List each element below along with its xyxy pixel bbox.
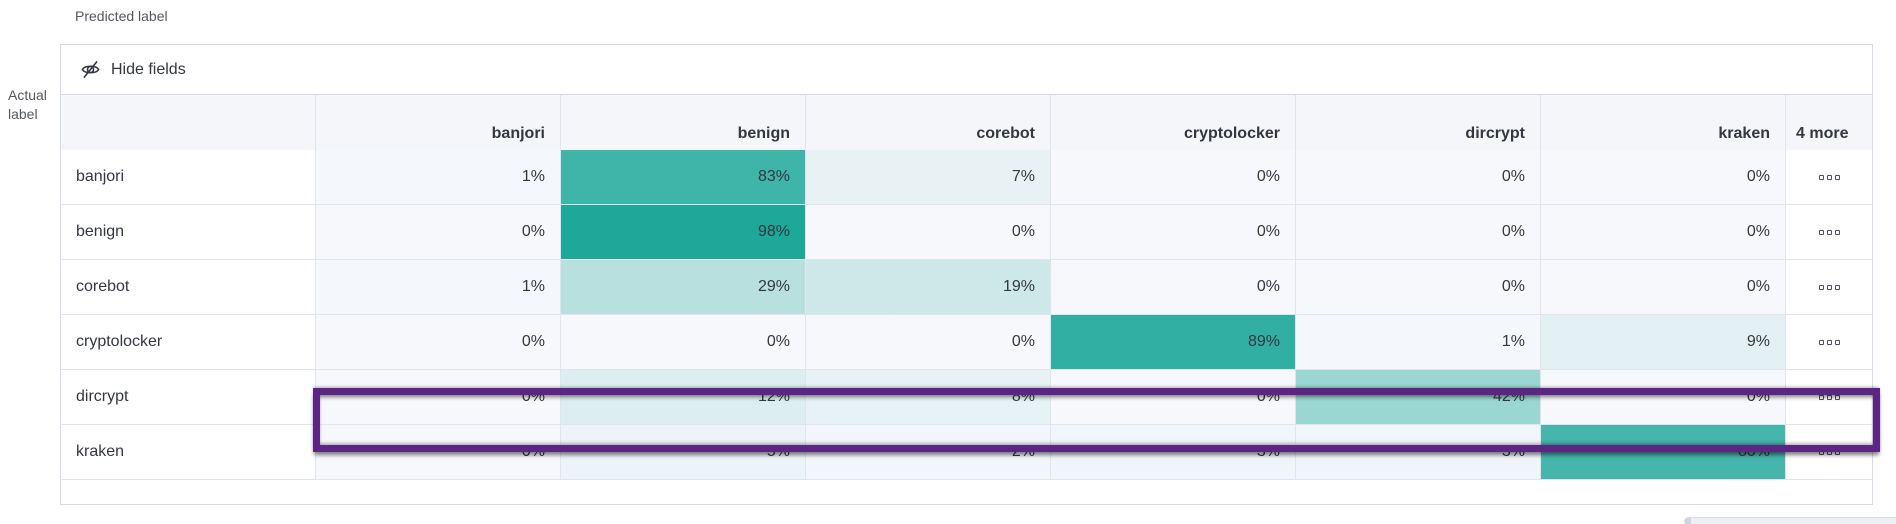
cell-dircrypt-kraken[interactable]: 0% [1541, 370, 1786, 425]
cell-kraken-benign[interactable]: 5% [561, 425, 806, 480]
cell-kraken-kraken[interactable]: 80% [1541, 425, 1786, 480]
eye-closed-icon [81, 61, 100, 78]
row-actions-button-corebot[interactable] [1786, 260, 1872, 315]
boxes-horizontal-icon [1818, 229, 1840, 235]
cell-banjori-corebot[interactable]: 7% [806, 150, 1051, 205]
cell-benign-cryptolocker[interactable]: 0% [1051, 205, 1296, 260]
cell-dircrypt-dircrypt[interactable]: 42% [1296, 370, 1541, 425]
row-actions-button-kraken[interactable] [1786, 425, 1872, 480]
cell-banjori-kraken[interactable]: 0% [1541, 150, 1786, 205]
row-label-banjori[interactable]: banjori [61, 150, 316, 205]
hide-fields-button[interactable]: Hide fields [61, 45, 1872, 95]
cell-corebot-corebot[interactable]: 19% [806, 260, 1051, 315]
cell-benign-dircrypt[interactable]: 0% [1296, 205, 1541, 260]
cell-banjori-cryptolocker[interactable]: 0% [1051, 150, 1296, 205]
cell-dircrypt-banjori[interactable]: 0% [316, 370, 561, 425]
cell-corebot-benign[interactable]: 29% [561, 260, 806, 315]
row-actions-button-cryptolocker[interactable] [1786, 315, 1872, 370]
cell-corebot-dircrypt[interactable]: 0% [1296, 260, 1541, 315]
cell-banjori-banjori[interactable]: 1% [316, 150, 561, 205]
row-actions-button-dircrypt[interactable] [1786, 370, 1872, 425]
row-label-corebot[interactable]: corebot [61, 260, 316, 315]
cell-benign-corebot[interactable]: 0% [806, 205, 1051, 260]
cell-banjori-benign[interactable]: 83% [561, 150, 806, 205]
boxes-horizontal-icon [1818, 284, 1840, 290]
row-label-kraken[interactable]: kraken [61, 425, 316, 480]
row-label-benign[interactable]: benign [61, 205, 316, 260]
row-label-dircrypt[interactable]: dircrypt [61, 370, 316, 425]
cell-kraken-dircrypt[interactable]: 3% [1296, 425, 1541, 480]
cell-benign-benign[interactable]: 98% [561, 205, 806, 260]
cell-corebot-banjori[interactable]: 1% [316, 260, 561, 315]
cell-kraken-corebot[interactable]: 2% [806, 425, 1051, 480]
cell-cryptolocker-benign[interactable]: 0% [561, 315, 806, 370]
cell-kraken-banjori[interactable]: 0% [316, 425, 561, 480]
hide-fields-label: Hide fields [111, 60, 186, 78]
cell-dircrypt-benign[interactable]: 12% [561, 370, 806, 425]
boxes-horizontal-icon [1818, 339, 1840, 345]
cell-corebot-cryptolocker[interactable]: 0% [1051, 260, 1296, 315]
confusion-matrix-panel: Hide fields banjori benign corebot cryptolo… [60, 44, 1873, 505]
cell-dircrypt-corebot[interactable]: 8% [806, 370, 1051, 425]
cell-benign-banjori[interactable]: 0% [316, 205, 561, 260]
boxes-horizontal-icon [1818, 174, 1840, 180]
predicted-label-axis-title: Predicted label [75, 8, 168, 24]
row-actions-button-benign[interactable] [1786, 205, 1872, 260]
actual-label-axis-title: Actual label [8, 87, 47, 122]
cell-cryptolocker-banjori[interactable]: 0% [316, 315, 561, 370]
confusion-matrix-grid: banjori benign corebot cryptolocker dircrypt… [61, 95, 1872, 480]
cell-dircrypt-cryptolocker[interactable]: 0% [1051, 370, 1296, 425]
boxes-horizontal-icon [1818, 449, 1840, 455]
row-actions-button-banjori[interactable] [1786, 150, 1872, 205]
cell-kraken-cryptolocker[interactable]: 3% [1051, 425, 1296, 480]
cell-cryptolocker-kraken[interactable]: 9% [1541, 315, 1786, 370]
cell-cryptolocker-corebot[interactable]: 0% [806, 315, 1051, 370]
cell-benign-kraken[interactable]: 0% [1541, 205, 1786, 260]
cell-cryptolocker-cryptolocker[interactable]: 89% [1051, 315, 1296, 370]
horizontal-scrollbar-thumb[interactable] [1684, 517, 1896, 524]
scrollbar-cap [1685, 518, 1691, 524]
row-label-cryptolocker[interactable]: cryptolocker [61, 315, 316, 370]
cell-cryptolocker-dircrypt[interactable]: 1% [1296, 315, 1541, 370]
cell-banjori-dircrypt[interactable]: 0% [1296, 150, 1541, 205]
boxes-horizontal-icon [1818, 394, 1840, 400]
cell-corebot-kraken[interactable]: 0% [1541, 260, 1786, 315]
